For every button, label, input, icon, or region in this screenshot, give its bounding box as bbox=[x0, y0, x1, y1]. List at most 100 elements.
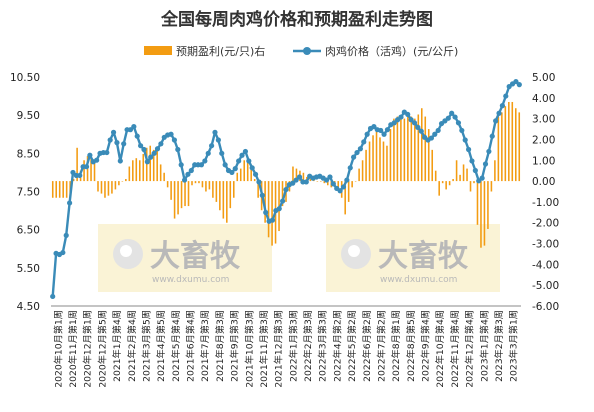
profit-bar bbox=[417, 114, 420, 182]
profit-bar bbox=[173, 181, 176, 219]
right-tick-label: 2.00 bbox=[532, 134, 555, 146]
x-tick-label: 2021年5月第4周 bbox=[170, 310, 182, 382]
price-point bbox=[252, 171, 259, 177]
price-point bbox=[499, 103, 506, 109]
price-point bbox=[229, 169, 235, 176]
profit-bar bbox=[448, 181, 451, 186]
price-point bbox=[212, 129, 218, 135]
x-tick-label: 2023年1月第4周 bbox=[478, 310, 490, 382]
price-point bbox=[232, 166, 238, 172]
price-point bbox=[469, 158, 475, 164]
profit-bar bbox=[420, 108, 423, 182]
right-tick-label: 5.00 bbox=[532, 72, 555, 84]
profit-bar bbox=[410, 116, 413, 182]
price-point bbox=[503, 93, 509, 99]
profit-bar bbox=[149, 145, 152, 182]
profit-bar bbox=[511, 101, 514, 182]
profit-bar bbox=[156, 147, 158, 182]
price-point bbox=[418, 128, 424, 134]
price-point bbox=[351, 154, 357, 160]
profit-bar bbox=[62, 181, 64, 198]
price-point bbox=[327, 174, 333, 180]
watermark-left-site: www.dxumu.com bbox=[152, 275, 229, 285]
price-point bbox=[77, 172, 83, 179]
profit-bar bbox=[281, 181, 284, 207]
x-tick-label: 2021年3月第5周 bbox=[140, 310, 152, 382]
left-tick-label: 5.50 bbox=[17, 263, 40, 275]
x-tick-label: 2022年7月第2周 bbox=[375, 310, 387, 382]
profit-bar bbox=[302, 172, 305, 182]
profit-bar bbox=[368, 141, 371, 182]
price-point bbox=[188, 167, 194, 174]
profit-bar bbox=[351, 181, 353, 188]
price-point bbox=[127, 127, 134, 133]
profit-bar bbox=[191, 181, 193, 186]
price-point bbox=[114, 140, 120, 146]
price-point bbox=[445, 115, 451, 121]
profit-bar bbox=[271, 181, 273, 246]
price-point bbox=[60, 249, 66, 256]
profit-bar bbox=[490, 181, 493, 192]
profit-bar bbox=[473, 181, 475, 184]
x-tick-label: 2022年5月第2周 bbox=[346, 310, 358, 382]
price-point bbox=[449, 110, 455, 116]
price-point bbox=[384, 127, 391, 133]
price-point bbox=[493, 118, 499, 124]
profit-bar bbox=[292, 166, 294, 182]
price-point bbox=[138, 143, 144, 149]
profit-bar bbox=[344, 181, 346, 215]
profit-bar bbox=[76, 147, 78, 182]
profit-bar bbox=[243, 160, 246, 182]
price-point bbox=[175, 146, 181, 153]
price-point bbox=[411, 120, 418, 126]
profit-bar bbox=[504, 106, 507, 182]
profit-bar bbox=[246, 158, 249, 182]
profit-bar bbox=[232, 181, 235, 198]
price-point bbox=[452, 114, 458, 120]
price-point bbox=[222, 162, 228, 168]
price-point bbox=[259, 192, 265, 198]
price-point bbox=[63, 232, 69, 238]
profit-bar bbox=[250, 168, 252, 182]
price-point bbox=[269, 217, 276, 223]
profit-bar bbox=[264, 181, 266, 223]
price-point bbox=[378, 127, 384, 134]
profit-bar bbox=[180, 181, 183, 209]
x-tick-label: 2021年8月第3周 bbox=[214, 310, 226, 382]
price-point bbox=[246, 158, 252, 164]
price-point bbox=[479, 175, 485, 181]
profit-bar bbox=[358, 168, 360, 182]
profit-bar bbox=[375, 131, 378, 182]
profit-bar bbox=[132, 160, 134, 182]
profit-bar bbox=[142, 154, 145, 182]
price-point bbox=[158, 141, 164, 147]
price-point bbox=[141, 146, 147, 153]
profit-bar bbox=[476, 181, 479, 225]
profit-bar bbox=[438, 181, 440, 196]
watermark-left: 大畜牧 www.dxumu.com bbox=[98, 224, 272, 292]
profit-bar bbox=[236, 172, 239, 182]
price-point bbox=[134, 133, 140, 139]
price-point bbox=[168, 131, 174, 137]
profit-bar bbox=[441, 181, 444, 184]
profit-bar bbox=[205, 181, 207, 192]
profit-bar bbox=[501, 112, 503, 182]
legend-line-label: 肉鸡价格（活鸡）(元/公斤) bbox=[325, 44, 458, 58]
price-point bbox=[144, 159, 150, 165]
profit-bar bbox=[208, 181, 211, 190]
profit-bar bbox=[215, 181, 218, 202]
x-tick-label: 2020年12月第5周 bbox=[96, 310, 108, 388]
profit-bar bbox=[111, 181, 113, 194]
price-point bbox=[293, 177, 299, 183]
profit-bar bbox=[194, 181, 197, 184]
profit-bar bbox=[55, 181, 58, 198]
profit-bar bbox=[138, 160, 141, 182]
price-point bbox=[280, 198, 286, 204]
profit-bar bbox=[445, 181, 447, 190]
right-tick-label: 0.00 bbox=[532, 176, 555, 188]
profit-bar bbox=[414, 118, 416, 182]
profit-bar bbox=[514, 108, 517, 182]
x-tick-label: 2021年1月第4周 bbox=[111, 310, 123, 382]
profit-bar bbox=[382, 141, 385, 182]
price-point bbox=[185, 171, 191, 177]
